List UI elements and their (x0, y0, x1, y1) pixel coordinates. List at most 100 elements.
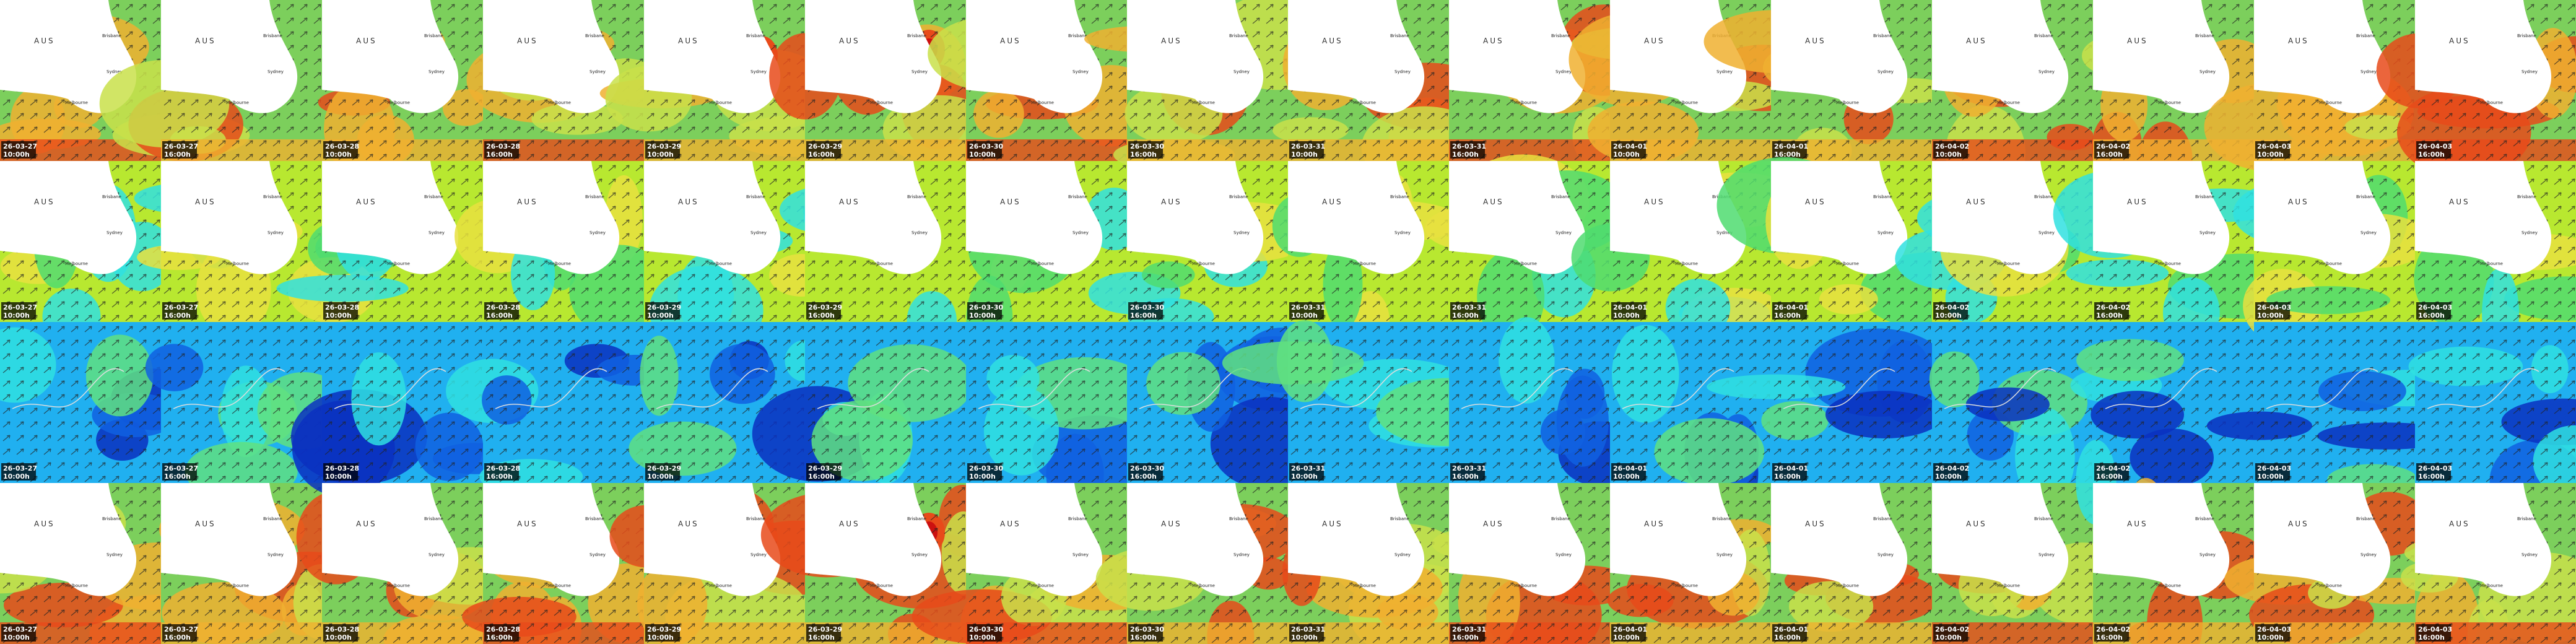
city-label: Sydney (1717, 69, 1733, 74)
city-label: Sydney (2039, 69, 2055, 74)
city-label: Melbourne (548, 100, 571, 105)
date-label: 26-04-01 (1613, 142, 1647, 150)
country-label: AUS (34, 198, 55, 206)
landmass (1932, 161, 2069, 274)
date-label: 26-04-01 (1613, 625, 1647, 633)
time-label: 10:00h (1935, 633, 1962, 642)
date-label: 26-03-29 (808, 625, 842, 633)
time-label: 16:00h (1452, 311, 1479, 320)
time-label: 10:00h (2257, 633, 2284, 642)
date-box (645, 463, 680, 481)
date-box (2094, 302, 2129, 320)
date-label: 26-03-28 (486, 625, 520, 633)
city-label: Brisbane (585, 33, 604, 38)
city-label: Brisbane (1229, 194, 1248, 199)
city-label: Brisbane (1229, 33, 1248, 38)
date-label: 26-03-28 (486, 142, 520, 150)
city-label: Sydney (1878, 69, 1894, 74)
date-box (323, 463, 358, 481)
city-label: Melbourne (870, 100, 893, 105)
city-label: Brisbane (2195, 516, 2214, 521)
city-label: Melbourne (387, 583, 410, 588)
landmass (644, 0, 781, 113)
date-box (1289, 624, 1324, 642)
date-box (323, 302, 358, 320)
date-label: 26-04-02 (2096, 142, 2130, 150)
city-label: Sydney (107, 552, 123, 557)
city-label: Brisbane (585, 194, 604, 199)
city-label: Sydney (590, 552, 606, 557)
date-box (2255, 302, 2290, 320)
city-label: Melbourne (1514, 261, 1537, 266)
coastline (334, 368, 446, 409)
date-label: 26-03-29 (647, 303, 681, 311)
city-label: Sydney (2361, 552, 2377, 557)
city-label: Melbourne (709, 583, 732, 588)
city-label: Melbourne (548, 261, 571, 266)
city-label: Sydney (1234, 230, 1250, 235)
city-label: Brisbane (1712, 516, 1731, 521)
coastline (1300, 368, 1412, 409)
city-label: Brisbane (102, 516, 121, 521)
date-box (1128, 624, 1163, 642)
time-label: 16:00h (808, 150, 835, 159)
country-label: AUS (1805, 37, 1826, 45)
city-label: Melbourne (2158, 583, 2181, 588)
time-label: 16:00h (486, 633, 513, 642)
city-label: Sydney (912, 230, 928, 235)
city-label: Melbourne (387, 261, 410, 266)
city-label: Melbourne (226, 261, 249, 266)
time-label: 16:00h (1774, 472, 1801, 481)
landmass (483, 0, 620, 113)
city-label: Melbourne (548, 583, 571, 588)
date-label: 26-04-01 (1613, 303, 1647, 311)
landmass (2254, 483, 2391, 596)
wind-arrows (2093, 322, 2254, 483)
country-label: AUS (1966, 37, 1987, 45)
time-label: 10:00h (325, 633, 352, 642)
city-label: Brisbane (1551, 516, 1570, 521)
city-label: Melbourne (1514, 583, 1537, 588)
coastline (2105, 368, 2217, 409)
date-label: 26-04-03 (2257, 303, 2291, 311)
date-label: 26-04-02 (1935, 625, 1969, 633)
date-box (1611, 463, 1646, 481)
city-label: Brisbane (907, 194, 926, 199)
city-label: Melbourne (2480, 100, 2503, 105)
time-label: 10:00h (1935, 311, 1962, 320)
city-label: Melbourne (2480, 261, 2503, 266)
wind-arrows (483, 322, 644, 483)
city-label: Brisbane (1068, 516, 1087, 521)
time-label: 16:00h (486, 311, 513, 320)
city-label: Brisbane (2356, 516, 2375, 521)
city-label: Brisbane (1229, 516, 1248, 521)
date-box (1611, 141, 1646, 159)
city-label: Brisbane (2195, 194, 2214, 199)
city-label: Brisbane (2034, 33, 2053, 38)
time-label: 16:00h (486, 150, 513, 159)
date-box (1450, 463, 1485, 481)
country-label: AUS (1966, 198, 1987, 206)
time-label: 10:00h (1613, 311, 1640, 320)
landmass (0, 0, 137, 113)
landmass (966, 0, 1103, 113)
city-label: Brisbane (2517, 33, 2536, 38)
city-label: Sydney (1556, 230, 1572, 235)
city-label: Sydney (268, 69, 284, 74)
time-label: 16:00h (164, 472, 191, 481)
city-label: Brisbane (746, 194, 765, 199)
country-label: AUS (839, 520, 860, 528)
city-label: Melbourne (1031, 100, 1054, 105)
landmass (644, 483, 781, 596)
landmass (2254, 161, 2391, 274)
wind-arrows (1771, 322, 1932, 483)
date-label: 26-03-31 (1291, 303, 1325, 311)
